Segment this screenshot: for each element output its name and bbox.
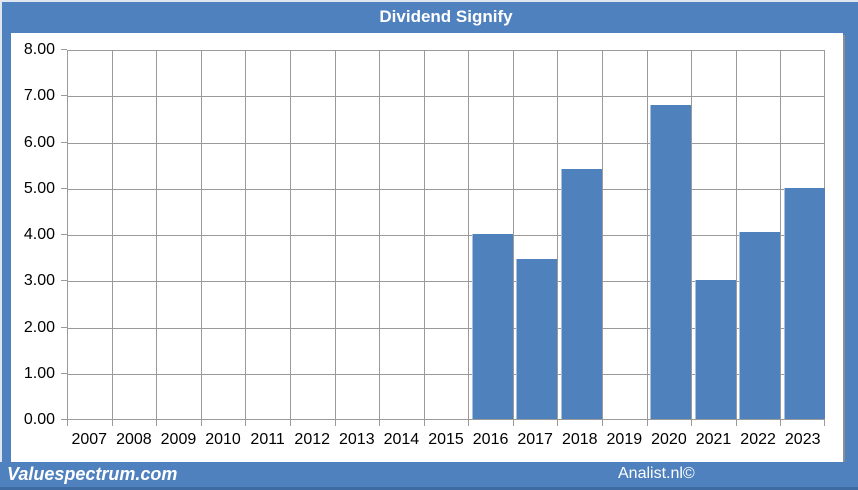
y-gridline	[68, 188, 824, 190]
x-axis-label: 2022	[740, 431, 776, 448]
x-axis-tick	[691, 420, 693, 426]
bar-2020	[649, 105, 691, 419]
y-axis-tick	[61, 280, 67, 282]
x-axis-tick	[512, 420, 514, 426]
x-axis-label: 2012	[294, 431, 331, 448]
x-gridline	[423, 51, 425, 419]
x-axis-label: 2014	[383, 431, 420, 448]
y-gridline	[68, 235, 824, 236]
y-axis-tick	[61, 141, 67, 143]
x-axis-label: 2016	[472, 431, 509, 448]
y-axis-label: 7.00	[23, 87, 55, 105]
valuespectrum-link[interactable]: Valuespectrum.com	[7, 464, 178, 484]
y-axis-label: 4.00	[23, 226, 55, 243]
bar-2018	[560, 169, 602, 419]
x-axis-label: 2019	[606, 431, 643, 448]
y-axis-tick	[61, 234, 67, 235]
x-axis-label: 2013	[339, 431, 375, 448]
bar-2017	[516, 259, 558, 419]
x-axis-tick	[379, 420, 381, 426]
x-axis-label: 2010	[205, 431, 241, 448]
x-axis-tick	[67, 420, 68, 426]
y-axis-label: 8.00	[23, 41, 55, 58]
y-gridline	[68, 281, 824, 283]
x-gridline	[602, 51, 604, 419]
x-gridline	[379, 51, 381, 419]
x-axis-tick	[646, 420, 648, 426]
analist-link[interactable]: Analist.nl©	[618, 465, 695, 482]
y-axis-label: 3.00	[23, 272, 55, 290]
y-axis-label: 1.00	[23, 364, 55, 382]
x-axis-tick	[735, 420, 737, 426]
x-axis-label: 2023	[784, 431, 821, 448]
bar-2022	[739, 231, 781, 419]
x-gridline	[334, 51, 336, 419]
x-axis-label: 2011	[250, 431, 285, 448]
x-gridline	[200, 51, 202, 419]
x-axis-tick	[200, 420, 202, 426]
y-axis-label: 2.00	[23, 318, 55, 336]
y-axis-tick	[61, 187, 67, 189]
x-gridline	[780, 51, 782, 419]
x-gridline	[557, 51, 559, 419]
x-axis-tick	[289, 420, 291, 426]
bar-2016	[471, 234, 513, 419]
x-axis-label: 2007	[71, 431, 108, 448]
chart-title: Dividend Signify	[379, 7, 513, 26]
x-axis-tick	[824, 420, 825, 426]
chart-area: 0.00 1.00 2.00 3.00 4.00 5.00 6.00 7.00 8.00 2007…	[11, 33, 843, 462]
x-axis-tick	[602, 420, 604, 426]
x-axis-label: 2021	[695, 431, 732, 448]
y-gridline	[68, 373, 824, 375]
x-gridline	[468, 51, 470, 419]
x-gridline	[289, 51, 291, 419]
x-axis-label: 2009	[160, 431, 197, 448]
y-axis-label: 6.00	[23, 133, 55, 151]
y-axis-tick	[61, 95, 67, 97]
x-axis-tick	[557, 420, 559, 426]
x-axis-label: 2015	[428, 431, 464, 448]
x-gridline	[735, 51, 737, 419]
y-gridline	[68, 96, 824, 98]
x-axis-label: 2018	[561, 431, 598, 448]
x-gridline	[512, 51, 514, 419]
x-gridline	[245, 51, 247, 419]
x-axis-tick	[156, 420, 158, 426]
plot-area	[67, 50, 825, 420]
x-gridline	[646, 51, 648, 419]
x-axis-tick	[468, 420, 470, 426]
y-gridline	[68, 142, 824, 144]
y-axis-tick	[61, 372, 67, 374]
y-axis-tick	[61, 326, 67, 328]
x-gridline	[691, 51, 693, 419]
bar-2021	[694, 280, 736, 419]
x-axis-tick	[780, 420, 782, 426]
x-axis-tick	[245, 420, 247, 426]
y-gridline	[68, 327, 824, 329]
x-axis-label: 2008	[116, 431, 152, 448]
x-axis-tick	[111, 420, 113, 426]
x-axis-tick	[334, 420, 336, 426]
x-gridline	[156, 51, 158, 419]
y-axis-tick	[61, 419, 67, 420]
y-axis-label: 5.00	[23, 179, 55, 197]
x-gridline	[111, 51, 113, 419]
x-axis-label: 2017	[517, 431, 553, 448]
bar-2023	[783, 187, 825, 419]
x-axis-tick	[423, 420, 425, 426]
y-axis-tick	[61, 49, 67, 50]
y-axis-label: 0.00	[23, 411, 55, 428]
x-axis-label: 2020	[651, 431, 687, 448]
footer-bar: Valuespectrum.com Analist.nl©	[0, 462, 858, 490]
